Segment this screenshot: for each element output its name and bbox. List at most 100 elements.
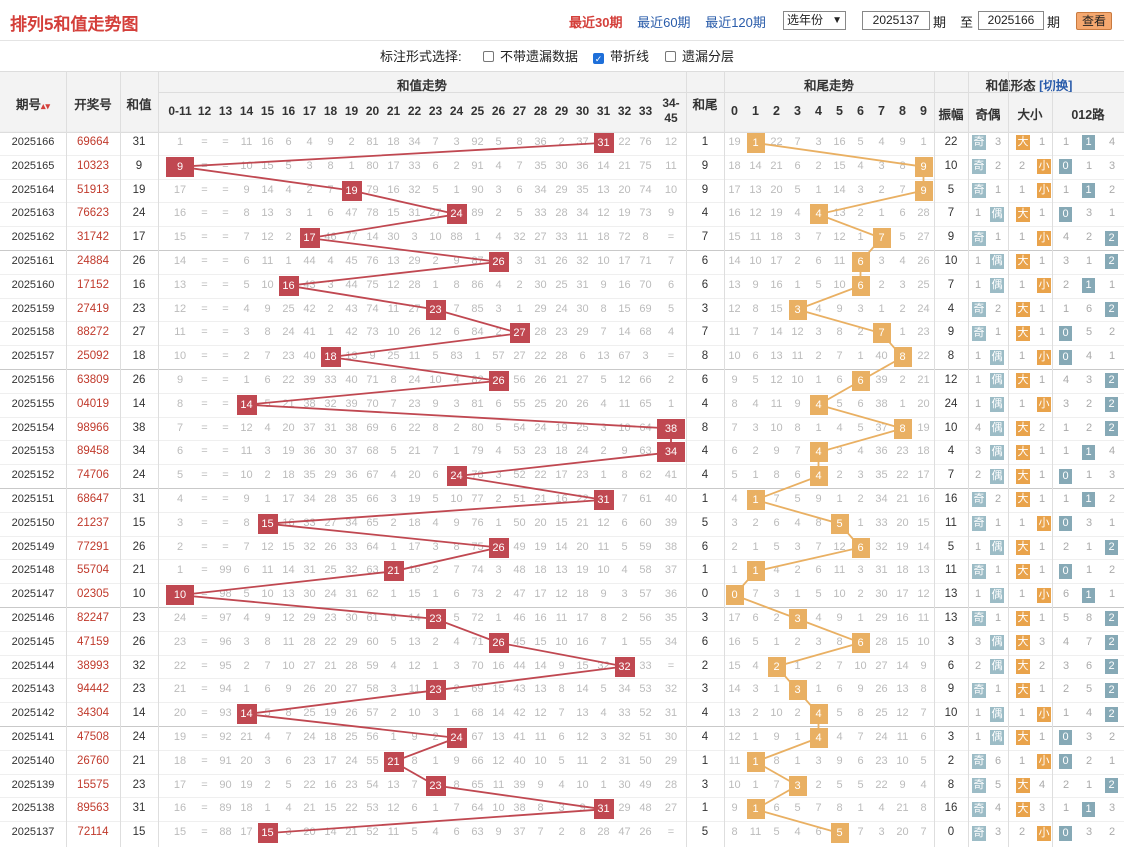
missing-count: 4 <box>495 231 502 244</box>
missing-count: 8 <box>836 635 843 648</box>
route-flag: 0 <box>1059 325 1072 341</box>
view-button[interactable]: 查看 <box>1076 12 1112 30</box>
route-flag: 1 <box>1082 801 1095 817</box>
missing-count: 1 <box>752 731 759 743</box>
route-missing: 1 <box>1108 278 1116 291</box>
missing-count: 8 <box>752 302 759 315</box>
missing-count: 21 <box>345 826 358 839</box>
missing-count: 30 <box>345 612 358 624</box>
missing-count: 71 <box>471 635 484 648</box>
missing-count: 4 <box>495 159 502 172</box>
odd-even-flag: 奇 <box>972 825 986 841</box>
tail-marker: 3 <box>788 608 807 629</box>
route-missing: 5 <box>1062 612 1070 624</box>
missing-count: 7 <box>600 326 607 339</box>
period-link-30[interactable]: 最近30期 <box>569 15 623 30</box>
period-link-60[interactable]: 最近60期 <box>637 15 691 30</box>
checkbox-icon[interactable] <box>483 51 494 62</box>
route-missing: 2 <box>1062 540 1070 553</box>
size-missing: 2 <box>1038 421 1046 434</box>
checkbox-checked-icon[interactable]: ✓ <box>593 53 604 64</box>
missing-count: 6 <box>453 326 460 339</box>
tail-marker: 1 <box>746 132 765 153</box>
missing-count: 1 <box>453 707 460 720</box>
missing-count: 7 <box>752 326 759 339</box>
missing-count: 4 <box>899 255 906 267</box>
tail-marker: 8 <box>893 418 912 439</box>
missing-count: 3 <box>857 469 864 482</box>
missing-count: 14 <box>261 183 274 196</box>
missing-count: 26 <box>639 826 652 839</box>
sum-column-header: 28 <box>533 104 548 118</box>
missing-count: 5 <box>752 635 759 648</box>
route-flag: 0 <box>1059 206 1072 222</box>
missing-count: 3 <box>815 754 822 767</box>
missing-count: 2 <box>390 707 397 720</box>
form-switch-link[interactable]: [切换] <box>1039 79 1073 93</box>
missing-count: 7 <box>600 635 607 648</box>
missing-count: 26 <box>324 540 337 553</box>
route-missing: 3 <box>1108 159 1116 172</box>
missing-count: 7 <box>537 826 544 839</box>
missing-count: 2 <box>453 159 460 172</box>
missing-count: 5 <box>495 136 502 148</box>
missing-count: 21 <box>240 731 253 743</box>
option-no-missing[interactable]: 不带遗漏数据 <box>483 46 578 65</box>
missing-count: 2 <box>752 445 759 458</box>
missing-count: 9 <box>794 397 801 410</box>
route-missing: 4 <box>1062 374 1070 386</box>
missing-count: 15 <box>770 302 783 315</box>
header-012-route: 012路 <box>1071 108 1105 122</box>
missing-count: 57 <box>366 707 379 720</box>
route-missing: 2 <box>1062 778 1070 791</box>
end-issue-input[interactable]: 2025166 <box>978 11 1044 30</box>
draw-number: 88272 <box>77 326 109 339</box>
missing-count: 3 <box>495 469 502 482</box>
missing-count: 27 <box>513 350 526 363</box>
missing-count: 6 <box>285 136 292 148</box>
start-issue-input[interactable]: 2025137 <box>862 11 930 30</box>
missing-count: 20 <box>576 540 589 553</box>
missing-count: = <box>222 183 229 196</box>
sum-marker: 31 <box>593 132 614 153</box>
missing-count: 15 <box>387 207 400 220</box>
option-layered[interactable]: 遗漏分层 <box>665 46 734 65</box>
missing-count: 5 <box>432 493 439 505</box>
period-link-120[interactable]: 最近120期 <box>705 15 766 30</box>
missing-count: = <box>222 469 229 482</box>
missing-count: 10 <box>770 421 783 434</box>
missing-count: 68 <box>639 326 652 339</box>
amplitude-value: 12 <box>944 374 958 386</box>
odd-even-flag: 奇 <box>972 183 986 198</box>
missing-count: 5 <box>794 183 801 196</box>
odd-even-missing: 1 <box>994 564 1002 577</box>
missing-count: 20 <box>534 516 547 529</box>
missing-count: 6 <box>453 588 460 601</box>
missing-count: 8 <box>857 707 864 720</box>
missing-count: 32 <box>618 731 631 743</box>
missing-count: 1 <box>285 255 292 267</box>
year-select[interactable]: 选年份 ▼ <box>783 11 846 30</box>
sum-column-header: 29 <box>554 104 569 118</box>
header-issue[interactable]: 期号▴▾ <box>15 98 51 112</box>
missing-count: 5 <box>752 374 759 386</box>
missing-count: 8 <box>836 802 843 815</box>
missing-count: 1 <box>752 778 759 791</box>
option-polyline[interactable]: ✓ 带折线 <box>593 49 650 64</box>
route-missing: 2 <box>1085 397 1093 410</box>
missing-count: 23 <box>303 754 316 767</box>
missing-count: 6 <box>667 278 675 291</box>
checkbox-icon[interactable] <box>665 51 676 62</box>
missing-count: 19 <box>240 778 253 791</box>
missing-count: 12 <box>576 731 589 743</box>
missing-count: 6 <box>327 207 334 220</box>
missing-count: 33 <box>534 207 547 220</box>
tail-marker: 3 <box>788 680 807 701</box>
tail-column-header: 4 <box>815 104 822 118</box>
missing-count: 7 <box>857 826 864 839</box>
page-title: 排列5和值走势图 <box>10 15 139 34</box>
missing-count: 1 <box>773 635 780 648</box>
header-sum: 和值 <box>126 98 152 112</box>
issue-number: 2025147 <box>11 588 55 601</box>
tail-marker: 6 <box>851 632 870 653</box>
